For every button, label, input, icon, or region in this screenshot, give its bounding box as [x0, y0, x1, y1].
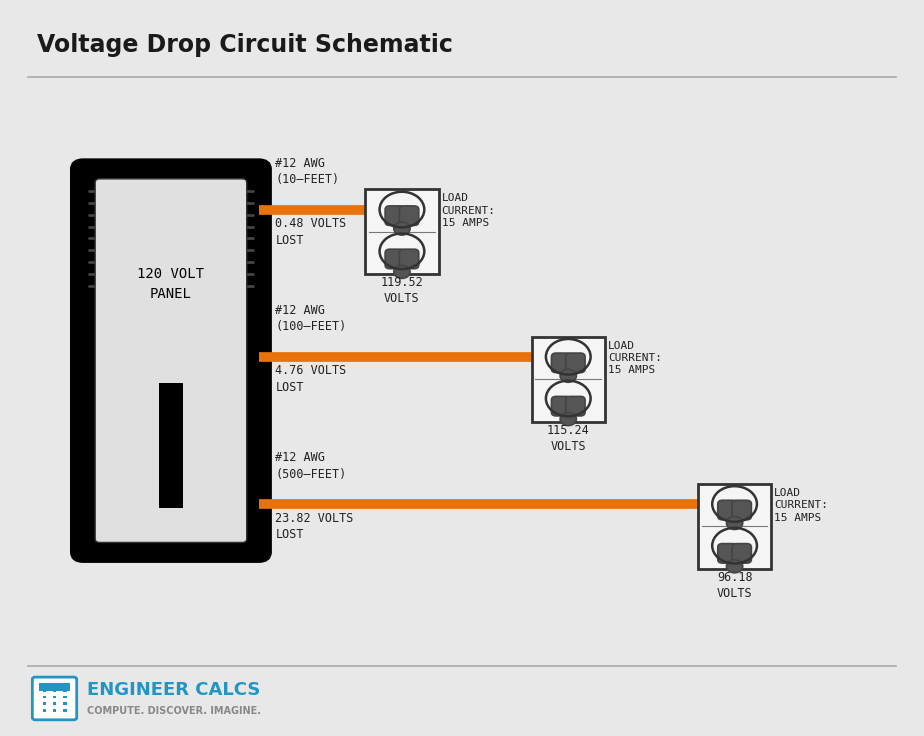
Text: 0.48 VOLTS
LOST: 0.48 VOLTS LOST [275, 217, 346, 247]
Bar [53, 702, 56, 705]
Bar [39, 683, 70, 691]
FancyBboxPatch shape [718, 500, 737, 520]
FancyBboxPatch shape [399, 206, 419, 225]
Bar [53, 709, 56, 712]
Text: LOAD
CURRENT:
15 AMPS: LOAD CURRENT: 15 AMPS [442, 194, 495, 228]
Bar [63, 709, 67, 712]
FancyBboxPatch shape [95, 179, 247, 542]
Bar [53, 689, 56, 692]
FancyBboxPatch shape [385, 206, 405, 225]
Text: LOAD
CURRENT:
15 AMPS: LOAD CURRENT: 15 AMPS [774, 488, 828, 523]
Text: 119.52
VOLTS: 119.52 VOLTS [381, 276, 423, 305]
Circle shape [560, 413, 577, 425]
FancyBboxPatch shape [72, 160, 270, 561]
Circle shape [726, 517, 743, 529]
Text: #12 AWG
(100–FEET): #12 AWG (100–FEET) [275, 304, 346, 333]
Text: 96.18
VOLTS: 96.18 VOLTS [717, 571, 752, 600]
FancyBboxPatch shape [365, 189, 439, 275]
Bar [43, 709, 46, 712]
Bar [159, 383, 183, 508]
FancyBboxPatch shape [385, 250, 405, 269]
FancyBboxPatch shape [732, 500, 751, 520]
Bar [63, 702, 67, 705]
Text: #12 AWG
(500–FEET): #12 AWG (500–FEET) [275, 451, 346, 481]
FancyBboxPatch shape [399, 250, 419, 269]
Text: 115.24
VOLTS: 115.24 VOLTS [547, 424, 590, 453]
Circle shape [560, 369, 577, 382]
Text: LOAD
CURRENT:
15 AMPS: LOAD CURRENT: 15 AMPS [608, 341, 662, 375]
Text: Voltage Drop Circuit Schematic: Voltage Drop Circuit Schematic [37, 33, 453, 57]
Text: #12 AWG
(10–FEET): #12 AWG (10–FEET) [275, 157, 339, 186]
Circle shape [726, 560, 743, 573]
Text: 23.82 VOLTS
LOST: 23.82 VOLTS LOST [275, 512, 354, 541]
Text: ENGINEER CALCS: ENGINEER CALCS [87, 681, 261, 699]
FancyBboxPatch shape [552, 397, 571, 416]
FancyBboxPatch shape [32, 677, 77, 720]
Bar [53, 696, 56, 698]
FancyBboxPatch shape [565, 397, 585, 416]
Text: 120 VOLT
PANEL: 120 VOLT PANEL [138, 266, 204, 302]
FancyBboxPatch shape [531, 336, 605, 422]
Bar [63, 689, 67, 692]
Text: COMPUTE. DISCOVER. IMAGINE.: COMPUTE. DISCOVER. IMAGINE. [87, 706, 261, 715]
FancyBboxPatch shape [565, 353, 585, 372]
Circle shape [394, 222, 410, 235]
Bar [43, 702, 46, 705]
Bar [43, 689, 46, 692]
Bar [43, 696, 46, 698]
FancyBboxPatch shape [552, 353, 571, 372]
Circle shape [394, 266, 410, 278]
FancyBboxPatch shape [718, 544, 737, 563]
Bar [63, 696, 67, 698]
FancyBboxPatch shape [698, 484, 772, 569]
Text: 4.76 VOLTS
LOST: 4.76 VOLTS LOST [275, 364, 346, 394]
FancyBboxPatch shape [732, 544, 751, 563]
